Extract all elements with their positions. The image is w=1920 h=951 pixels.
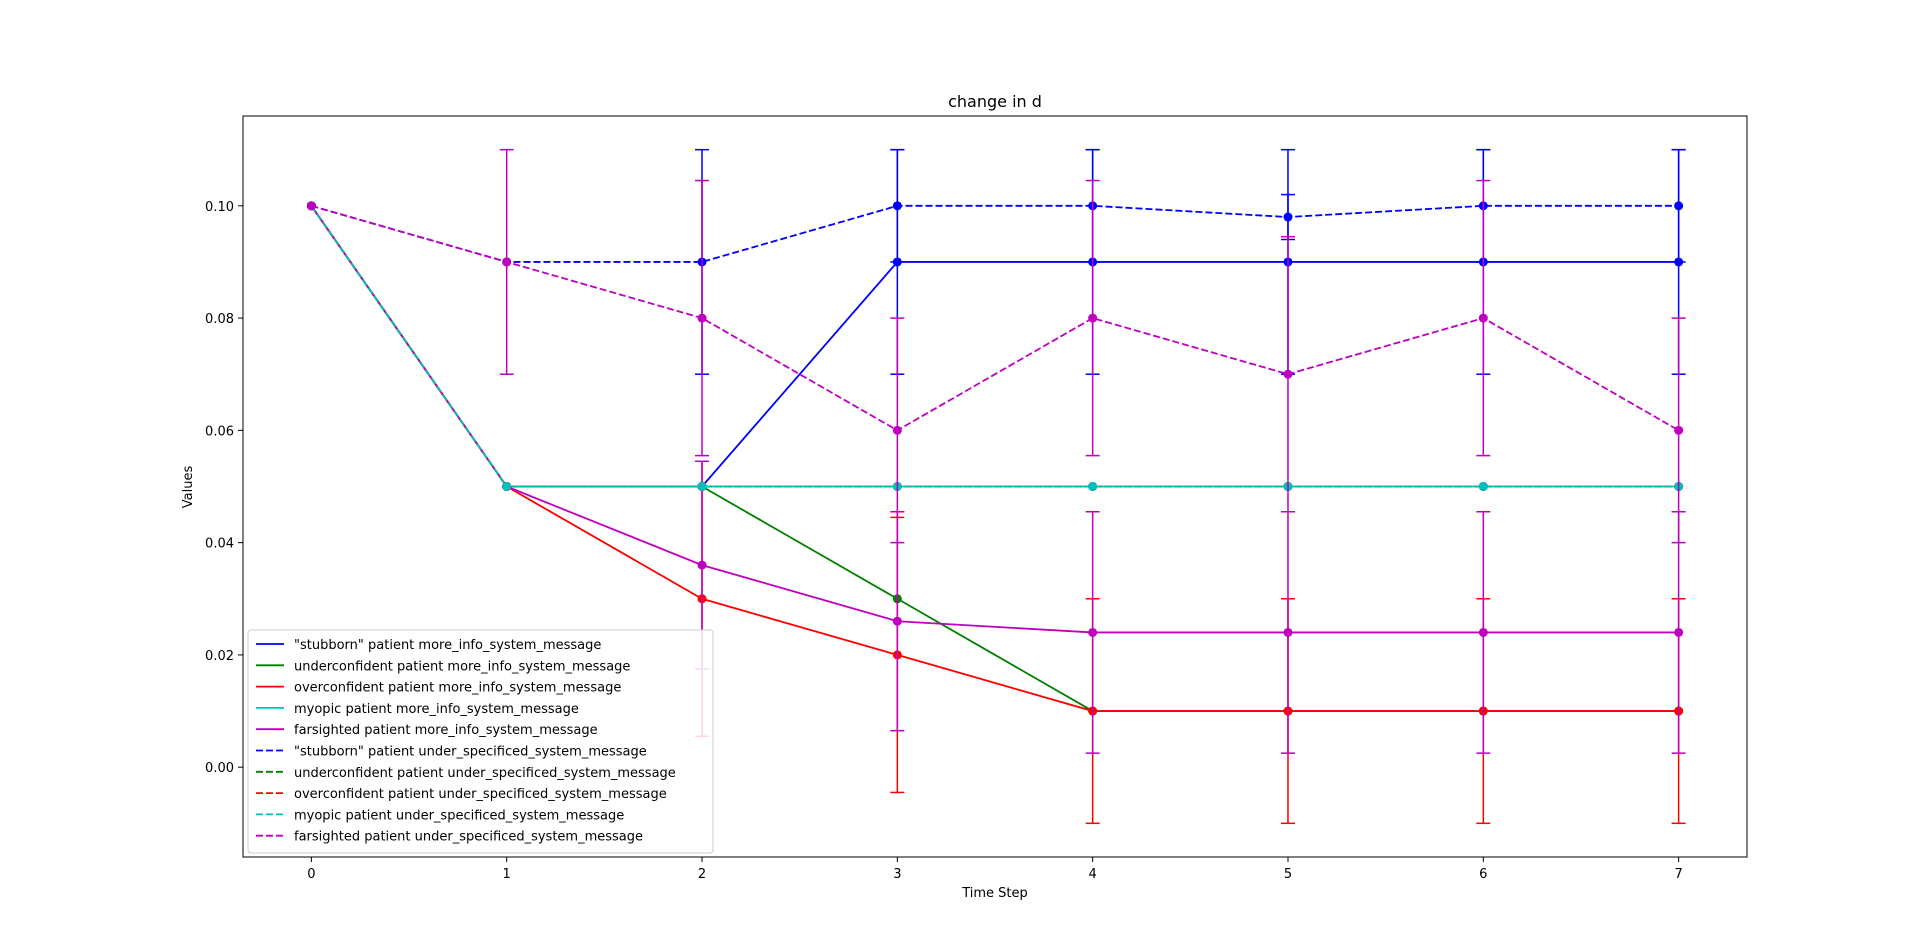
y-tick-label: 0.00 xyxy=(205,761,234,776)
data-point xyxy=(697,313,707,323)
data-point xyxy=(1283,212,1293,222)
legend-box xyxy=(247,629,714,854)
data-point xyxy=(1674,627,1684,637)
data-point xyxy=(892,616,902,626)
data-point xyxy=(1478,482,1488,491)
data-point xyxy=(502,482,512,491)
y-axis-ticks: 0.00 0.02 0.04 0.06 0.08 0.10 xyxy=(205,200,243,776)
data-point xyxy=(306,201,316,211)
data-point xyxy=(1674,201,1684,211)
y-axis-label: Values xyxy=(181,466,196,509)
x-tick-label: 7 xyxy=(1674,867,1682,882)
legend-entry: "stubborn" patient under_specificed_syst… xyxy=(294,745,647,760)
legend-entry: overconfident patient more_info_system_m… xyxy=(294,681,621,696)
data-point xyxy=(1283,369,1293,379)
series-line xyxy=(310,205,1679,488)
series-line xyxy=(310,205,1679,712)
data-point xyxy=(1674,425,1684,435)
x-axis-ticks: 0 1 2 3 4 5 6 7 xyxy=(307,857,1683,882)
x-tick-label: 2 xyxy=(698,867,706,882)
legend-entry: farsighted patient more_info_system_mess… xyxy=(294,723,598,738)
x-tick-label: 4 xyxy=(1089,867,1097,882)
y-tick-label: 0.02 xyxy=(205,649,234,664)
data-point xyxy=(1088,482,1098,491)
x-tick-label: 0 xyxy=(307,867,315,882)
x-tick-label: 5 xyxy=(1284,867,1292,882)
legend-entry: myopic patient more_info_system_message xyxy=(294,702,579,717)
legend-entry: underconfident patient under_specificed_… xyxy=(294,766,676,781)
data-point xyxy=(1088,313,1098,323)
legend-entry: myopic patient under_specificed_system_m… xyxy=(294,808,624,823)
legend-entry: "stubborn" patient more_info_system_mess… xyxy=(294,638,601,653)
plot-area xyxy=(306,148,1686,825)
data-point xyxy=(1478,313,1488,323)
legend: "stubborn" patient more_info_system_mess… xyxy=(247,629,714,854)
x-tick-label: 3 xyxy=(893,867,901,882)
y-tick-label: 0.08 xyxy=(205,312,234,327)
legend-entry: farsighted patient under_specificed_syst… xyxy=(294,830,643,845)
data-point xyxy=(697,482,707,491)
legend-entry: underconfident patient more_info_system_… xyxy=(294,659,630,674)
y-tick-label: 0.04 xyxy=(205,537,234,552)
x-tick-label: 1 xyxy=(503,867,511,882)
x-axis-label: Time Step xyxy=(961,886,1028,901)
data-point xyxy=(697,560,707,570)
legend-entry: overconfident patient under_specificed_s… xyxy=(294,787,667,802)
data-point xyxy=(1478,627,1488,637)
series-10 xyxy=(306,148,1686,544)
y-tick-label: 0.06 xyxy=(205,424,234,439)
series-line xyxy=(311,204,1680,432)
axes-frame xyxy=(242,115,1748,858)
x-tick-label: 6 xyxy=(1479,867,1487,882)
series-line xyxy=(311,204,1679,263)
data-point xyxy=(1283,627,1293,637)
data-point xyxy=(502,257,512,267)
data-point xyxy=(892,201,902,211)
chart-title: change in d xyxy=(948,92,1042,111)
y-tick-label: 0.10 xyxy=(205,200,234,215)
data-point xyxy=(1088,627,1098,637)
series-line xyxy=(310,205,1679,634)
data-point xyxy=(892,425,902,435)
